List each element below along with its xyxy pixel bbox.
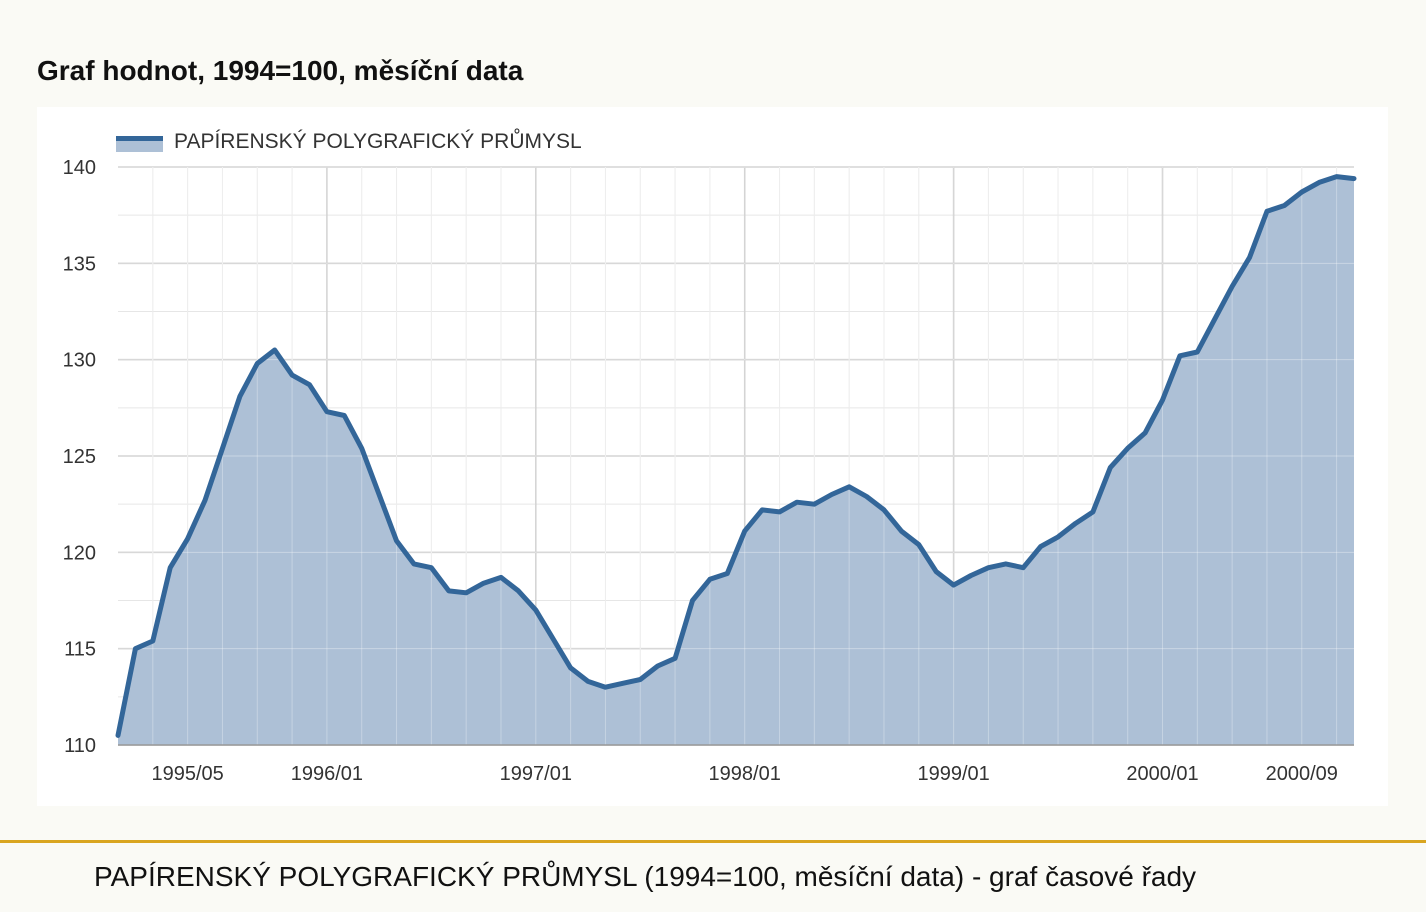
x-tick-label: 2000/01 — [1126, 763, 1198, 785]
series-line — [115, 174, 1357, 738]
x-tick-label: 1997/01 — [500, 763, 572, 785]
x-tick-label: 1995/05 — [151, 763, 223, 785]
series-area — [118, 176, 1354, 746]
chart-plot: 110 115 120 125 130 135 140 1995/05 1996/01 1997/… — [63, 129, 1357, 785]
x-tick-label: 2000/09 — [1266, 763, 1338, 785]
footer-divider — [0, 840, 1426, 843]
x-tick-label: 1999/01 — [917, 763, 989, 785]
y-tick-label: 140 — [63, 157, 96, 179]
chart-panel: 110 115 120 125 130 135 140 1995/05 1996/01 1997/… — [37, 107, 1388, 806]
y-tick-label: 115 — [64, 639, 96, 661]
chart-caption: PAPÍRENSKÝ POLYGRAFICKÝ PRŮMYSL (1994=10… — [94, 861, 1197, 892]
y-tick-label: 130 — [63, 350, 96, 372]
y-tick-label: 135 — [63, 253, 96, 275]
y-tick-label: 120 — [63, 542, 96, 564]
legend-label: PAPÍRENSKÝ POLYGRAFICKÝ PRŮMYSL — [174, 129, 582, 153]
x-tick-label: 1998/01 — [709, 763, 781, 785]
legend-swatch-line — [116, 136, 163, 141]
legend-swatch-area — [116, 140, 163, 152]
chart-title: Graf hodnot, 1994=100, měsíční data — [37, 55, 524, 86]
x-tick-label: 1996/01 — [291, 763, 363, 785]
y-tick-label: 110 — [64, 735, 96, 757]
y-tick-label: 125 — [63, 446, 96, 468]
